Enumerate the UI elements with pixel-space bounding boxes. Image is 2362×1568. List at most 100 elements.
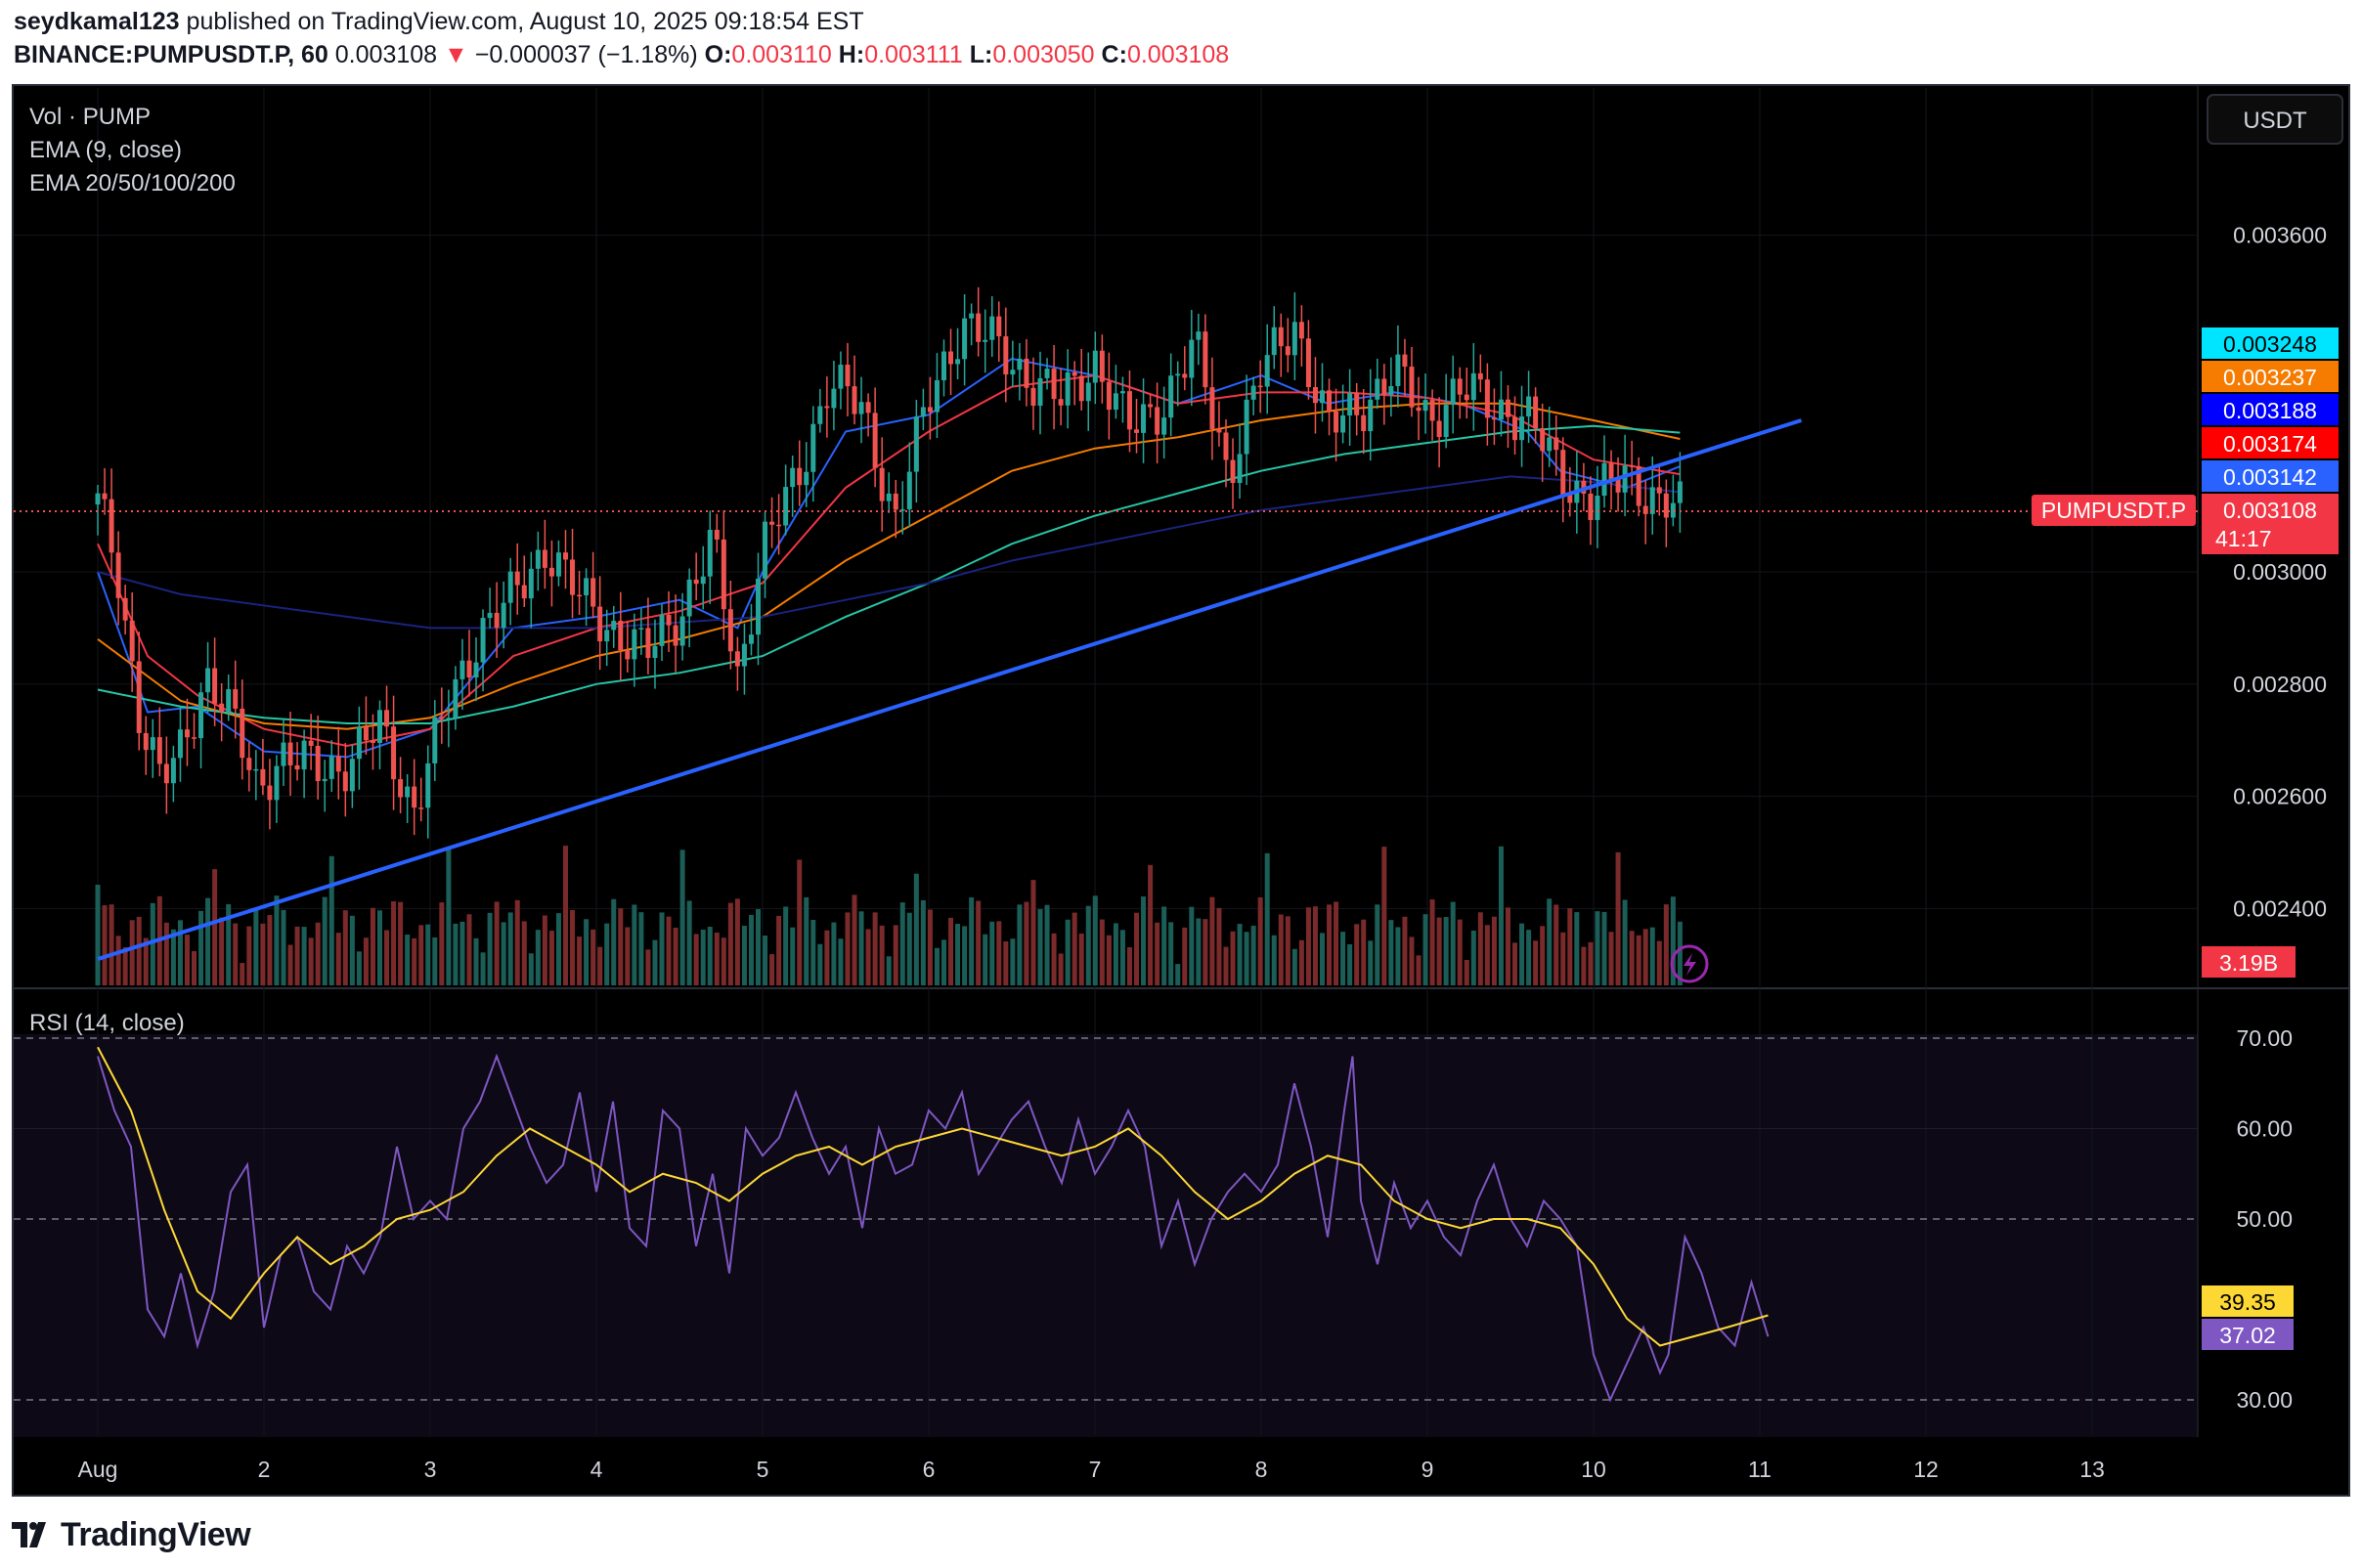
volume-bar [1395, 927, 1401, 985]
candle-body [1381, 378, 1387, 396]
volume-bar [618, 908, 624, 985]
price-badge[interactable] [2202, 494, 2339, 554]
chart-svg[interactable]: 0.003600 0.003000 0.002800 0.002600 0.002400… [14, 86, 2348, 1495]
candle-body [584, 578, 590, 596]
trendline[interactable] [97, 418, 1803, 961]
volume-bar [212, 869, 218, 985]
candle-body [1203, 331, 1208, 388]
volume-bar [1622, 899, 1628, 985]
legend-rsi[interactable]: RSI (14, close) [29, 1010, 185, 1036]
volume-bar [1375, 904, 1380, 985]
candle-body [1126, 391, 1132, 430]
volume-bar [797, 859, 803, 985]
volume-bar [1388, 920, 1394, 985]
candle-body [927, 407, 933, 413]
candle-body [240, 708, 245, 759]
legend-ema-multi[interactable]: EMA 20/50/100/200 [29, 170, 236, 196]
candle-body [1588, 493, 1594, 520]
candle-body [1196, 331, 1202, 340]
candle-body [170, 758, 176, 784]
volume-bar [976, 900, 982, 985]
candle-body [1567, 495, 1573, 503]
candle-body [604, 630, 610, 642]
currency-button-box[interactable] [2207, 94, 2343, 145]
candle-body [1560, 450, 1566, 496]
volume-bar [1182, 927, 1188, 985]
volume-bar [1484, 925, 1490, 985]
volume-bar [315, 922, 321, 985]
currency-button[interactable]: USDT [2207, 94, 2343, 145]
candle-body [1540, 428, 1546, 452]
candle-body [198, 692, 204, 739]
candle-body [384, 710, 390, 727]
grid [14, 88, 2198, 1435]
candle-body [226, 689, 232, 713]
candle-body [741, 643, 747, 667]
volume-bar [1670, 896, 1676, 985]
footer: TradingView [12, 1511, 251, 1558]
legend-ema9[interactable]: EMA (9, close) [29, 137, 182, 163]
volume-bar [1237, 924, 1243, 985]
candle-body [989, 316, 995, 340]
tradingview-logo-icon[interactable] [12, 1522, 53, 1547]
volume-bar [679, 849, 685, 985]
publish-date: published on TradingView.com, August 10,… [186, 8, 864, 35]
price-tick-label: 0.002800 [2233, 672, 2327, 697]
candle-body [1375, 378, 1380, 400]
volume-bar [611, 898, 617, 985]
volume-bar [1642, 929, 1648, 985]
volume-bar [1085, 905, 1091, 985]
candle-body [734, 651, 740, 667]
candle-body [618, 621, 624, 651]
price-tick-label: 0.002600 [2233, 784, 2327, 809]
volume-bar [872, 912, 878, 985]
currency-label[interactable]: USDT [2243, 108, 2307, 134]
symbol-label[interactable]: BINANCE:PUMPUSDT.P, 60 [14, 41, 328, 68]
candle-body [976, 313, 982, 342]
candle-body [1230, 459, 1236, 484]
tradingview-wordmark[interactable]: TradingView [61, 1515, 251, 1553]
candle-body [1010, 370, 1016, 375]
volume-bar [1540, 926, 1546, 985]
volume-bar [1519, 923, 1525, 985]
candle-body [1024, 358, 1029, 388]
volume-bar [1148, 864, 1154, 985]
candle-body [480, 618, 486, 663]
volume-bar [776, 915, 782, 985]
lightning-icon[interactable] [1670, 944, 1709, 983]
rsi-band [14, 1034, 2198, 1437]
candle-body [1278, 327, 1284, 347]
volume-bar [1223, 946, 1229, 985]
price-tick-label: 0.003000 [2233, 559, 2327, 585]
candle-body [156, 737, 162, 764]
candle-body [948, 351, 954, 365]
candle-body [459, 660, 465, 679]
candle-body [865, 402, 871, 414]
candle-body [597, 606, 603, 642]
legend-volume[interactable]: Vol · PUMP [29, 104, 151, 130]
volume-bar [845, 912, 851, 985]
candle-body [1422, 400, 1428, 412]
volume-bar [328, 855, 334, 985]
volume-bar [418, 925, 424, 985]
symbol-badge[interactable] [2032, 495, 2196, 526]
candle-body [1271, 327, 1277, 356]
volume-bar [632, 904, 637, 985]
candle-body [391, 726, 397, 780]
candle-body [1470, 372, 1476, 401]
candle-body [1216, 428, 1222, 433]
author-name[interactable]: seydkamal123 [14, 8, 180, 35]
chart-frame[interactable]: 0.003600 0.003000 0.002800 0.002600 0.002400… [12, 84, 2350, 1497]
candle-body [281, 742, 286, 766]
volume-bar [398, 901, 404, 985]
volume-bar [659, 912, 665, 985]
volume-bar [817, 943, 823, 985]
ohlc-header: BINANCE:PUMPUSDT.P, 60 0.003108 ▼ −0.000… [14, 41, 1229, 69]
candle-body [1078, 375, 1084, 402]
volume-bar [308, 937, 314, 985]
volume-bar [342, 910, 348, 985]
candle-body [322, 778, 328, 782]
candle-body [287, 742, 293, 765]
candle-body [1092, 350, 1098, 383]
candle-body [501, 602, 506, 629]
